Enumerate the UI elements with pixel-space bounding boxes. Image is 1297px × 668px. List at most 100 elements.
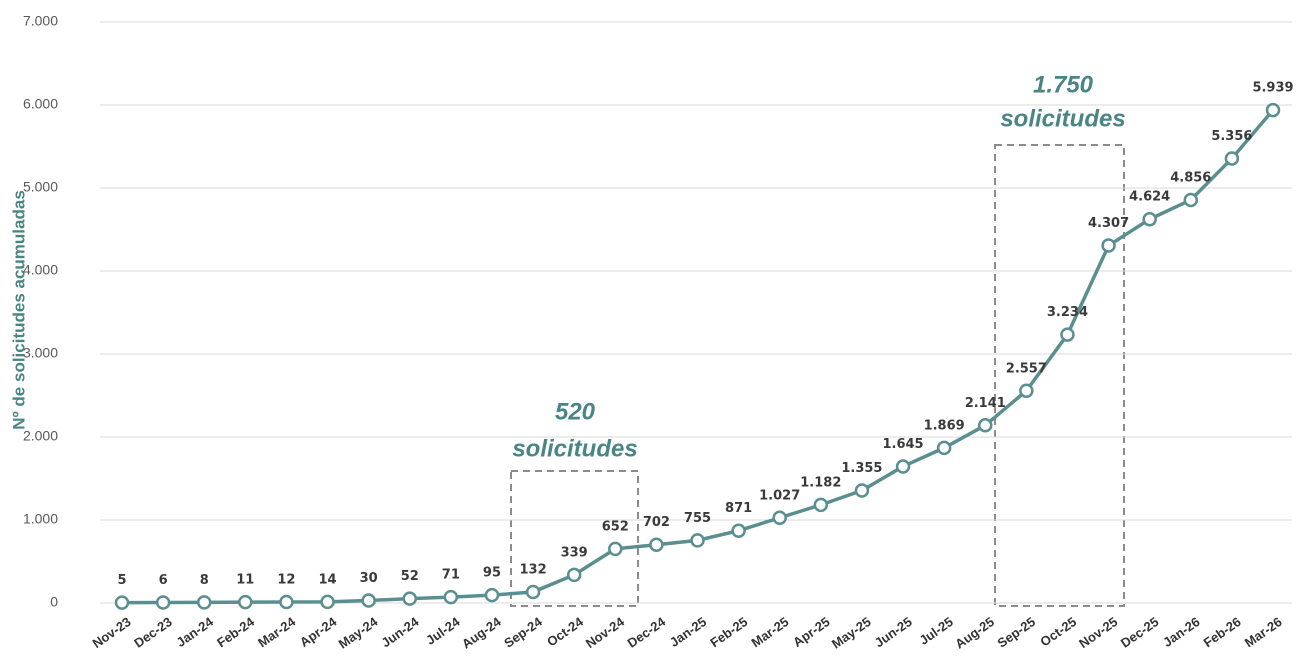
x-tick-label: Nov-24 [583,614,628,652]
data-point [772,510,787,526]
annotation: 520 [555,398,596,425]
data-line [121,108,1275,605]
data-point [238,594,253,610]
data-label: 5.939 [1252,81,1293,96]
x-tick-label: Dec-24 [625,614,669,651]
x-tick-label: Aug-25 [952,614,997,652]
data-label: 1.355 [841,461,882,476]
data-point [525,584,541,600]
x-tick-label: Nov-23 [90,614,134,651]
annotation: solicitudes [512,435,637,462]
x-tick-label: Jan-26 [1160,614,1202,650]
data-point [1060,327,1075,342]
x-tick-label: Dec-23 [131,614,175,651]
annotation: 1.750 [1033,71,1094,98]
x-tick-label: Sep-24 [501,614,545,651]
data-label: 95 [483,566,501,581]
x-tick-label: Jul-24 [423,614,463,648]
data-label: 5.356 [1211,129,1252,144]
data-label: 4.307 [1088,216,1129,231]
y-tick-label: 5.000 [23,179,58,195]
data-point [566,567,582,583]
y-axis-label: Nº de solicitudes acumuladas [9,190,28,430]
data-label: 4.624 [1129,190,1170,205]
y-tick-label: 2.000 [23,428,58,444]
x-tick-label: Mar-25 [748,614,791,650]
x-tick-label: May-24 [336,614,381,652]
data-label: 652 [602,519,629,534]
data-label: 702 [643,515,670,530]
data-label: 755 [684,511,711,526]
data-point [1019,383,1034,399]
data-point [114,595,130,610]
y-tick-label: 0 [50,594,58,610]
x-tick-label: Oct-25 [1037,614,1079,649]
highlight-box [510,470,639,607]
data-point [196,595,212,610]
data-point [649,537,664,552]
data-label: 4.856 [1170,170,1211,185]
x-tick-label: Jun-25 [872,614,915,650]
data-point [279,594,294,610]
x-tick-label: Jul-25 [916,614,955,648]
data-point [361,593,376,608]
y-tick-label: 3.000 [23,345,58,361]
data-label: 2.141 [965,396,1006,411]
data-point [484,587,500,603]
data-point [731,523,746,538]
data-label: 52 [401,569,419,584]
x-tick-label: Feb-25 [707,614,750,650]
data-point [1183,192,1199,208]
x-tick-label: Dec-25 [1118,614,1162,651]
data-label: 12 [277,573,295,588]
data-point [978,418,993,433]
highlight-box [994,144,1125,607]
data-label: 871 [725,501,752,516]
data-point [936,440,952,456]
x-tick-label: Mar-24 [255,614,299,651]
data-label: 71 [442,568,460,583]
x-tick-label: Feb-24 [214,614,258,651]
x-tick-label: Jun-24 [379,614,423,651]
data-label: 8 [200,573,209,588]
x-tick-label: Jan-24 [174,614,217,650]
x-tick-label: Nov-25 [1076,614,1120,651]
data-label: 5 [117,573,126,588]
data-point [1224,151,1240,166]
data-point [402,591,417,606]
data-label: 2.557 [1006,361,1047,376]
data-point [1142,211,1157,227]
x-tick-label: Jan-25 [667,614,709,650]
y-tick-label: 1.000 [23,511,58,527]
data-label: 1.869 [924,418,965,433]
data-label: 1.027 [759,488,800,503]
data-point [1101,238,1116,253]
x-tick-label: Apr-25 [790,614,832,650]
x-tick-label: May-25 [829,614,874,652]
y-tick-label: 7.000 [23,13,58,29]
data-point [895,459,911,474]
data-point [608,541,623,557]
data-label: 1.182 [800,475,841,490]
data-label: 132 [520,563,547,578]
data-label: 11 [236,573,254,588]
x-tick-label: Oct-24 [544,614,586,650]
data-point [854,483,870,498]
y-tick-label: 6.000 [23,96,58,112]
annotation: solicitudes [1000,105,1125,132]
x-tick-label: Mar-26 [1242,614,1285,650]
x-tick-label: Feb-26 [1201,614,1244,650]
data-label: 339 [561,545,588,560]
data-point [1265,102,1281,118]
y-tick-label: 4.000 [23,262,58,278]
data-label: 6 [159,573,168,588]
data-point [320,594,335,610]
data-point [155,595,171,610]
data-point [443,589,459,605]
data-point [690,533,705,548]
x-tick-label: Sep-25 [995,614,1039,651]
x-tick-label: Aug-24 [459,614,504,652]
data-label: 3.234 [1047,305,1088,320]
data-point [813,497,829,513]
